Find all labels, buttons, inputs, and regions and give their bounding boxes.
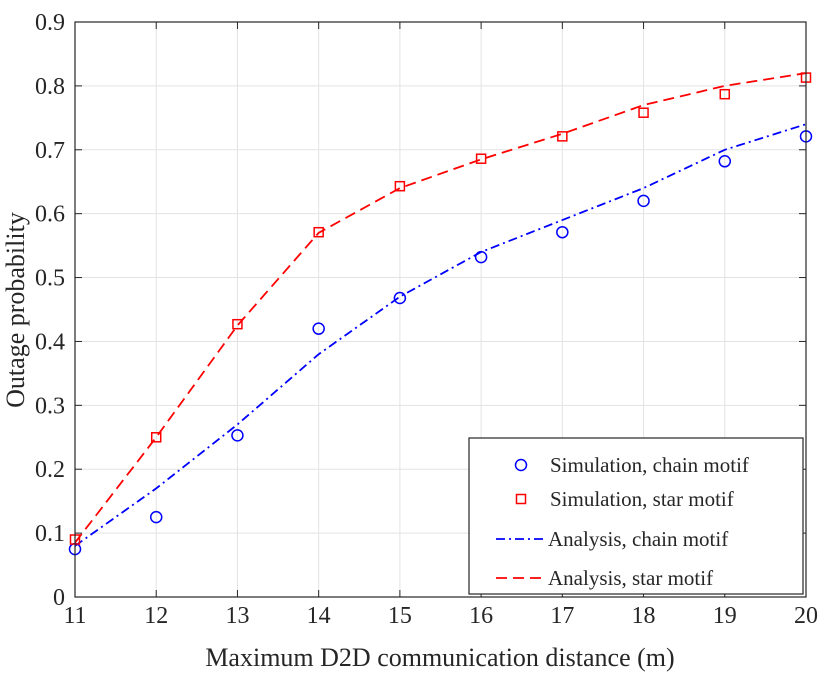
y-tick-label: 0.8 xyxy=(35,74,65,100)
data-point-circle xyxy=(637,194,650,208)
y-axis-label: Outage probability xyxy=(1,212,30,408)
data-point-circle xyxy=(149,510,163,524)
legend-item: Analysis, chain motif xyxy=(496,527,728,551)
x-tick-label: 16 xyxy=(469,603,493,629)
y-tick-label: 0.3 xyxy=(35,393,65,419)
data-point-square xyxy=(475,153,487,164)
x-tick-label: 20 xyxy=(794,603,818,629)
data-point-square xyxy=(638,107,649,118)
tick-layer: 11 12 13 14 15 16 17 18 19 20 0 0.1 0.2 0.3 0.4 0.5 0.6 0… xyxy=(35,10,818,629)
data-point-square xyxy=(557,131,568,142)
legend-item: Analysis, star motif xyxy=(496,566,713,590)
y-tick-label: 0.1 xyxy=(35,521,65,547)
legend-box xyxy=(468,437,804,595)
series-line-2 xyxy=(74,123,807,547)
data-point-circle xyxy=(474,250,488,264)
data-layer xyxy=(68,72,813,556)
data-point-square xyxy=(394,180,406,192)
y-tick-label: 0.7 xyxy=(35,138,65,164)
x-tick-label: 11 xyxy=(63,603,86,629)
legend-item: Simulation, star motif xyxy=(515,487,734,511)
legend-label: Simulation, chain motif xyxy=(550,453,749,477)
y-tick-label: 0 xyxy=(53,585,65,611)
x-tick-label: 13 xyxy=(225,603,249,629)
legend-label: Analysis, star motif xyxy=(548,566,713,590)
x-tick-label: 18 xyxy=(632,603,656,629)
y-tick-label: 0.9 xyxy=(35,10,65,36)
y-tick-label: 0.2 xyxy=(35,457,65,483)
data-point-circle xyxy=(231,429,244,442)
y-tick-label: 0.5 xyxy=(35,266,65,292)
legend-label: Simulation, star motif xyxy=(550,487,734,511)
x-tick-label: 17 xyxy=(550,603,574,629)
legend-label: Analysis, chain motif xyxy=(548,527,728,551)
plot-area-frame xyxy=(74,21,807,598)
data-point-square xyxy=(232,318,243,330)
data-point-square xyxy=(150,432,162,443)
y-tick-label: 0.6 xyxy=(35,202,65,228)
x-axis-label: Maximum D2D communication distance (m) xyxy=(205,643,674,672)
data-point-circle xyxy=(556,225,569,239)
legend-item: Simulation, chain motif xyxy=(514,453,749,477)
legend: Simulation, chain motif Simulation, star … xyxy=(468,437,804,595)
legend-marker-circle xyxy=(514,458,528,472)
data-point-circle xyxy=(312,322,325,335)
data-point-circle xyxy=(718,155,732,168)
x-tick-label: 14 xyxy=(307,603,331,629)
data-point-square xyxy=(719,88,731,100)
series-line-3 xyxy=(74,72,807,544)
x-tick-label: 19 xyxy=(713,603,737,629)
data-point-circle xyxy=(393,291,407,305)
y-tick-label: 0.4 xyxy=(35,329,65,355)
x-tick-label: 12 xyxy=(144,603,168,629)
data-point-square xyxy=(313,226,324,238)
x-tick-label: 15 xyxy=(388,603,412,629)
legend-marker-square xyxy=(515,493,527,505)
